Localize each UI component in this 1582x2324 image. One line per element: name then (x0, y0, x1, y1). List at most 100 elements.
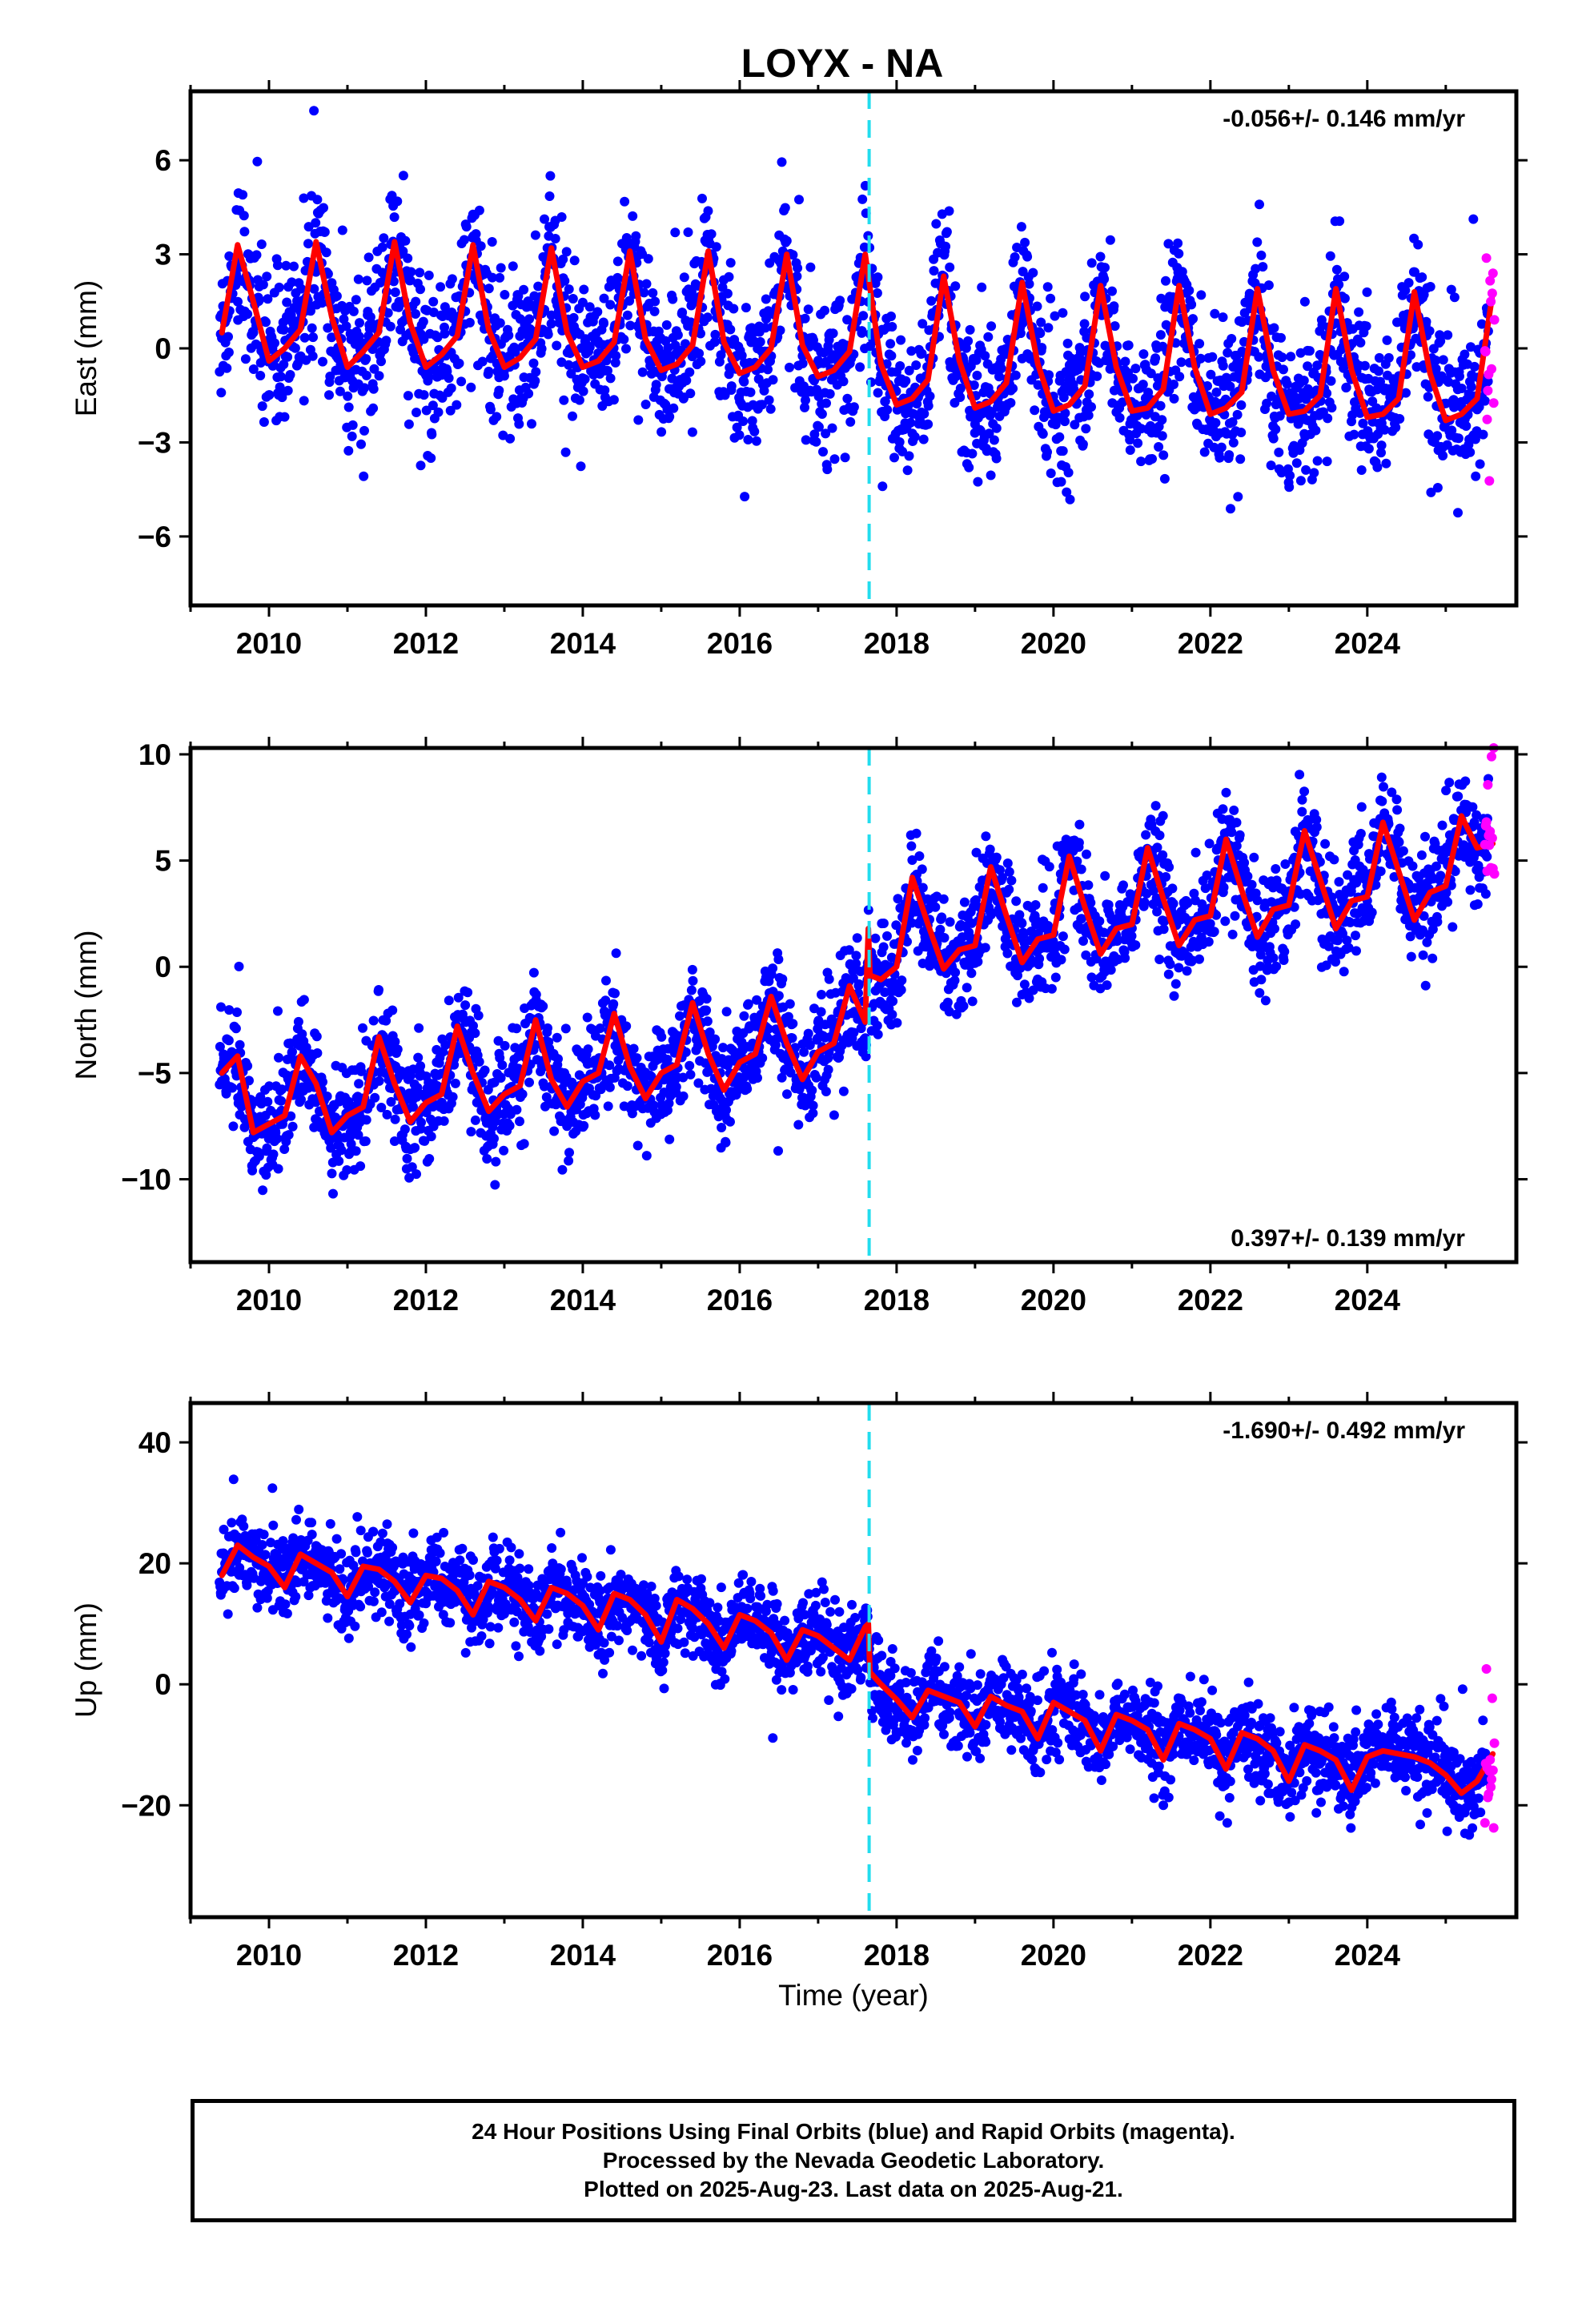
final-orbit-point (404, 419, 414, 429)
final-orbit-point (1268, 953, 1279, 963)
final-orbit-point (492, 412, 502, 422)
final-orbit-point (1243, 871, 1253, 882)
final-orbit-point (1251, 888, 1261, 899)
final-orbit-point (1169, 380, 1178, 389)
final-orbit-point (792, 271, 802, 281)
final-orbit-point (1438, 355, 1448, 365)
final-orbit-point (844, 945, 854, 955)
final-orbit-point (1359, 360, 1370, 371)
final-orbit-point (347, 431, 357, 441)
final-orbit-point (238, 190, 248, 200)
final-orbit-point (1130, 940, 1141, 951)
final-orbit-point (1453, 433, 1464, 444)
final-orbit-point (725, 258, 736, 268)
final-orbit-point (1391, 422, 1401, 432)
final-orbit-point (257, 401, 267, 412)
final-orbit-point (1432, 483, 1443, 493)
final-orbit-point (216, 1002, 226, 1012)
final-orbit-point (477, 356, 488, 367)
final-orbit-point (775, 325, 785, 336)
final-orbit-point (426, 453, 436, 463)
final-orbit-point (1042, 282, 1053, 292)
final-orbit-point (1095, 251, 1106, 262)
final-orbit-point (564, 284, 574, 295)
final-orbit-point (1186, 300, 1197, 310)
final-orbit-point (508, 261, 518, 271)
final-orbit-point (1363, 444, 1374, 454)
final-orbit-point (637, 367, 648, 377)
final-orbit-point (514, 419, 524, 429)
final-orbit-point (701, 1005, 712, 1015)
final-orbit-point (1058, 392, 1069, 403)
final-orbit-point (1255, 950, 1266, 960)
final-orbit-point (390, 1036, 400, 1047)
final-orbit-point (747, 416, 757, 426)
final-orbit-point (911, 360, 921, 370)
final-orbit-point (942, 997, 953, 1007)
final-orbit-point (539, 1081, 549, 1092)
final-orbit-point (743, 999, 753, 1009)
final-orbit-point (1100, 263, 1110, 273)
final-orbit-point (739, 376, 749, 387)
final-orbit-point (531, 989, 541, 999)
final-orbit-point (471, 229, 481, 239)
final-orbit-point (1299, 376, 1309, 386)
rapid-orbit-point (1486, 296, 1496, 307)
final-orbit-point (765, 404, 776, 414)
final-orbit-point (512, 1104, 522, 1115)
final-orbit-point (591, 1091, 601, 1101)
final-orbit-point (809, 429, 820, 440)
final-orbit-point (283, 352, 293, 362)
final-orbit-point (262, 1143, 272, 1153)
final-orbit-point (223, 1035, 234, 1046)
final-orbit-point (383, 308, 393, 318)
final-orbit-point (1086, 898, 1096, 908)
final-orbit-point (980, 943, 990, 953)
final-orbit-point (1086, 258, 1097, 268)
final-orbit-point (544, 191, 555, 201)
final-orbit-point (1455, 371, 1464, 381)
final-orbit-point (239, 1122, 250, 1132)
final-orbit-point (1062, 487, 1072, 497)
final-orbit-point (1031, 915, 1042, 926)
final-orbit-point (421, 405, 432, 416)
final-orbit-point (466, 1127, 476, 1137)
final-orbit-point (1138, 349, 1149, 360)
x-axis-east: 2010 2012 2014 2016 2018 2020 2022 2024 (189, 80, 1447, 660)
final-orbit-point (1271, 961, 1282, 971)
final-orbit-point (490, 1180, 500, 1190)
final-orbit-point (1355, 829, 1366, 838)
final-orbit-point (711, 242, 721, 252)
final-orbit-point (1081, 950, 1091, 960)
final-orbit-point (917, 319, 928, 329)
final-orbit-point (1130, 364, 1141, 374)
final-orbit-point (972, 370, 982, 380)
final-orbit-point (1002, 858, 1013, 868)
final-orbit-point (721, 1137, 731, 1148)
final-orbit-point (1114, 412, 1125, 423)
final-orbit-point (1312, 360, 1323, 371)
final-orbit-point (1456, 384, 1467, 393)
final-orbit-point (287, 1047, 297, 1057)
final-orbit-point (1182, 898, 1193, 908)
final-orbit-point (1084, 389, 1094, 400)
final-orbit-point (1345, 917, 1355, 927)
final-orbit-point (1010, 370, 1021, 380)
final-orbit-point (768, 375, 778, 385)
final-orbit-point (1170, 979, 1181, 989)
final-orbit-point (1215, 452, 1225, 463)
final-orbit-point (1154, 955, 1165, 964)
rapid-orbit-point (1485, 275, 1496, 286)
final-orbit-point (886, 351, 897, 361)
final-orbit-point (239, 211, 249, 221)
final-orbit-point (1043, 323, 1054, 333)
final-orbit-point (1218, 312, 1228, 323)
final-orbit-point (873, 388, 883, 398)
final-orbit-point (665, 1134, 675, 1144)
final-orbit-point (224, 1005, 235, 1015)
final-orbit-point (648, 287, 658, 298)
final-orbit-point (724, 271, 734, 282)
final-orbit-point (496, 263, 506, 273)
final-orbit-point (254, 1151, 264, 1161)
